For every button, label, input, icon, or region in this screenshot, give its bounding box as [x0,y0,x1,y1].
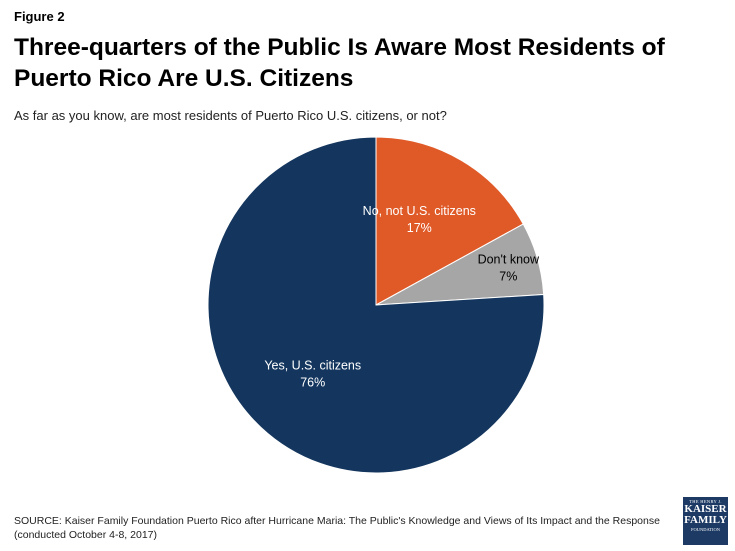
slice-category-label: Yes, U.S. citizens [264,358,361,372]
logo-line-2: KAISER [684,503,727,515]
chart-title: Three-quarters of the Public Is Aware Mo… [14,34,665,92]
source-note: SOURCE: Kaiser Family Foundation Puerto … [14,515,660,541]
slice-category-label: Don't know [478,253,540,267]
slice-category-label: No, not U.S. citizens [363,204,476,218]
kff-logo: THE HENRY J. KAISER FAMILY FOUNDATION [683,497,728,545]
logo-line-1: THE HENRY J. [689,499,722,504]
figure-label: Figure 2 [14,9,65,24]
logo-line-3: FAMILY [684,514,727,526]
slice-value-label: 17% [407,221,432,235]
logo-line-4: FOUNDATION [691,527,720,532]
chart-subtitle: As far as you know, are most residents o… [14,108,447,123]
pie-slices [207,136,545,474]
slice-value-label: 7% [499,270,517,284]
slice-value-label: 76% [300,375,325,389]
pie-slice [375,136,524,306]
pie-labels: No, not U.S. citizens 17% Don't know 7% Yes,… [264,204,540,389]
pie-slice [207,136,545,474]
